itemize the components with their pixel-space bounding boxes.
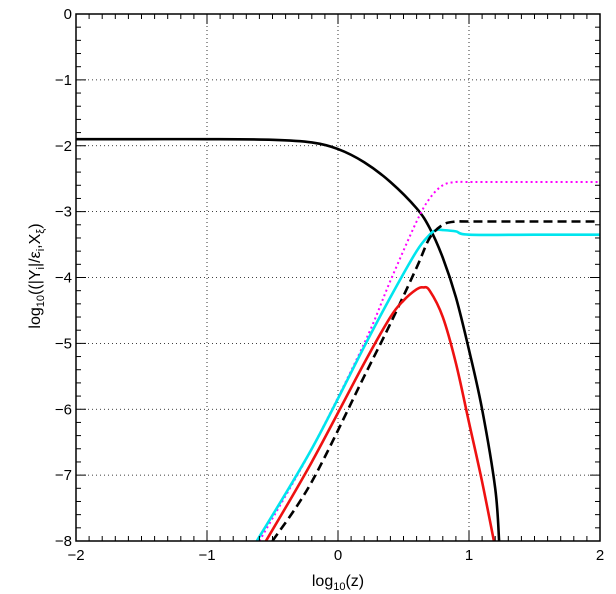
plot-background (76, 14, 600, 541)
y-tick-label: −7 (55, 467, 72, 484)
y-tick-label: −4 (55, 270, 72, 287)
y-tick-label: −3 (55, 204, 72, 221)
tick-marks (75, 13, 601, 542)
y-tick-label: −5 (55, 335, 72, 352)
y-tick-label: −2 (55, 138, 72, 155)
x-tick-label: −1 (198, 547, 215, 564)
y-tick-label: −1 (55, 72, 72, 89)
x-tick-label: −2 (67, 547, 84, 564)
series-line-1 (76, 137, 501, 541)
series-line-4 (271, 219, 600, 541)
tick-labels: −2 −1 0 1 2 0 −1 −2 −3 −4 −5 −6 −7 −8 (55, 6, 604, 564)
y-tick-label: −8 (55, 533, 72, 550)
x-tick-label: 2 (596, 547, 604, 564)
y-tick-label: 0 (64, 6, 72, 23)
x-tick-label: 0 (334, 547, 342, 564)
plot-frame (75, 13, 601, 542)
x-axis-label: log10(z) (312, 573, 364, 593)
series-line-3 (255, 228, 600, 541)
series-layer (76, 137, 600, 541)
series-line-5 (264, 285, 496, 541)
x-tick-label: 1 (465, 547, 473, 564)
y-tick-label: −6 (55, 401, 72, 418)
grid (76, 14, 600, 541)
y-axis-label: log10((|Yi|/εi,Xξ) (27, 223, 47, 328)
